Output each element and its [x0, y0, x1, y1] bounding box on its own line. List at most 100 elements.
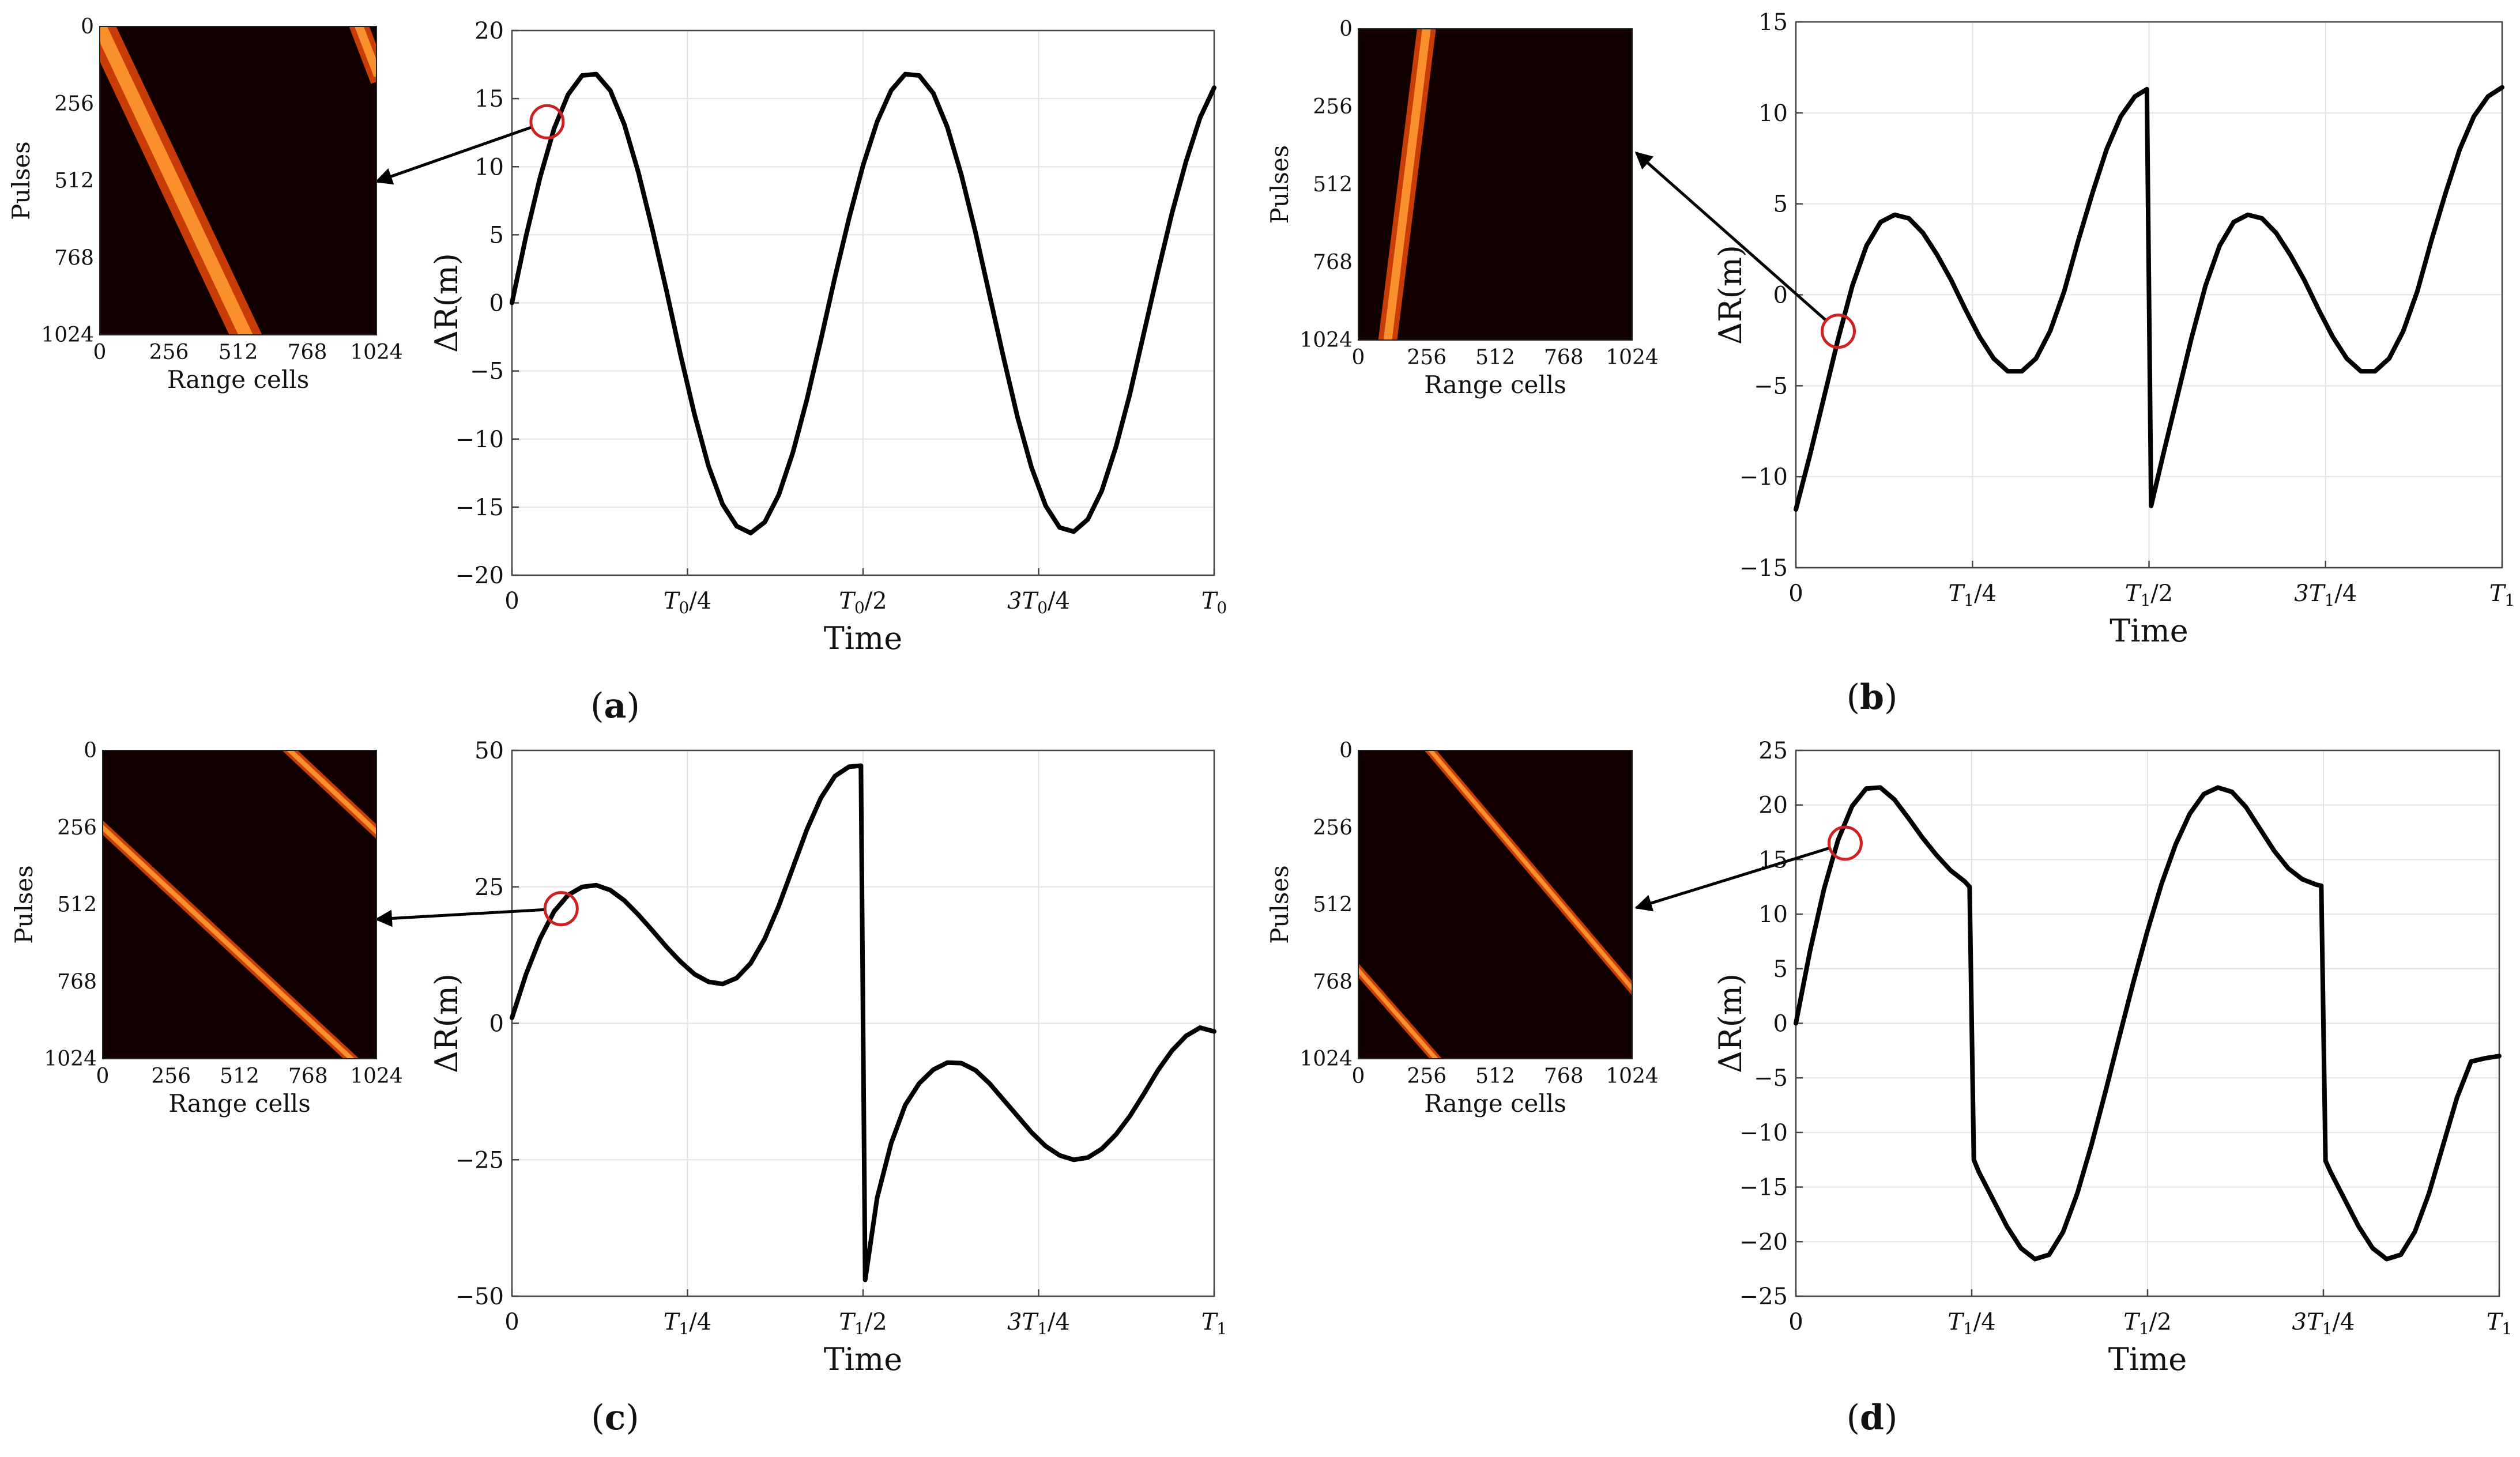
delta-r-curve [1794, 785, 2502, 1262]
panel-label: (d) [1847, 1398, 1898, 1438]
y-tick-label: 0 [1773, 282, 1788, 309]
heatmap-y-tick-label: 512 [1313, 173, 1353, 197]
x-axis-title: Time [2108, 1341, 2187, 1377]
y-tick-label: −10 [1739, 1120, 1788, 1146]
heatmap-y-tick-label: 256 [1313, 816, 1353, 840]
heatmap-y-tick-label: 0 [1339, 17, 1353, 41]
heatmap-y-tick-label: 512 [1313, 893, 1353, 917]
callout-arrow [375, 126, 532, 185]
heatmap-y-tick-label: 256 [1313, 95, 1353, 119]
x-tick-label: 3T1/4 [2292, 1309, 2355, 1338]
y-tick-label: −10 [455, 426, 504, 453]
y-tick-label: 15 [1758, 9, 1788, 36]
heatmap-inset: 0 0 256 256 512 512 768 768 1024 1024 Range cells P… [10, 739, 403, 1118]
heatmap-y-title: Pulses [1265, 865, 1294, 944]
delta-r-curve [510, 71, 1216, 535]
y-tick-label: 20 [474, 18, 504, 44]
heatmap-y-tick-label: 0 [81, 15, 94, 39]
y-tick-label: 0 [489, 290, 504, 317]
panel-label: (c) [591, 1398, 639, 1438]
heatmap-x-tick-label: 0 [1352, 346, 1365, 369]
heatmap-x-title: Range cells [168, 1089, 311, 1118]
y-tick-label: −5 [1754, 373, 1788, 399]
heatmap-y-tick-label: 512 [54, 169, 94, 193]
x-tick-label: T1 [1201, 1309, 1227, 1338]
heatmap-y-title: Pulses [10, 865, 38, 944]
x-tick-label: 0 [1788, 1309, 1803, 1335]
echo-stripe-core [100, 27, 253, 335]
echo-stripe-core [1427, 750, 1632, 991]
heatmap-x-tick-label: 0 [96, 1065, 110, 1088]
y-tick-label: −20 [455, 563, 504, 589]
y-axis-title: ΔR(m) [1712, 973, 1749, 1073]
highlight-marker [529, 104, 565, 139]
y-tick-label: 50 [474, 738, 504, 764]
y-tick-label: 5 [489, 222, 504, 248]
x-tick-label: T1/4 [1948, 1309, 1995, 1338]
heatmap-x-tick-label: 768 [288, 1065, 328, 1088]
highlight-marker [1821, 314, 1856, 349]
x-tick-label: 0 [1788, 580, 1803, 607]
heatmap-x-tick-label: 512 [1475, 1065, 1515, 1088]
echo-stripe-core [1358, 967, 1439, 1059]
x-tick-label: T0 [1201, 588, 1227, 617]
heatmap-y-tick-label: 1024 [41, 323, 94, 347]
heatmap-x-tick-label: 768 [1544, 346, 1584, 369]
panel-a: −20 −15 −10 −5 0 5 10 15 20 0 T0/4 T0/2 3T0/4 T0 Time Δ… [7, 15, 1227, 726]
heatmap-inset: 0 0 256 256 512 512 768 768 1024 1024 Range cells P… [7, 15, 403, 394]
x-tick-label: T1 [2489, 580, 2515, 610]
heatmap-x-tick-label: 1024 [1606, 346, 1659, 369]
y-tick-label: −25 [1739, 1284, 1788, 1310]
y-axis-title: ΔR(m) [1712, 245, 1749, 345]
heatmap-inset: 0 0 256 256 512 512 768 768 1024 1024 Range cells P… [1265, 17, 1659, 399]
heatmap-y-tick-label: 1024 [1299, 329, 1353, 352]
heatmap-x-tick-label: 256 [151, 1065, 191, 1088]
heatmap-background [1358, 750, 1632, 1059]
echo-stripe-core [1383, 29, 1431, 340]
x-tick-label: 3T1/4 [1007, 1309, 1070, 1338]
x-tick-label: 0 [504, 588, 519, 614]
x-tick-label: 0 [504, 1309, 519, 1335]
heatmap-x-tick-label: 768 [1544, 1065, 1584, 1088]
heatmap-y-tick-label: 512 [57, 893, 97, 917]
y-tick-label: 10 [474, 154, 504, 180]
heatmap-y-tick-label: 768 [54, 246, 94, 270]
x-tick-label: T1/2 [2125, 580, 2173, 610]
x-tick-label: T1 [2487, 1309, 2513, 1338]
heatmap-x-tick-label: 512 [220, 1065, 259, 1088]
heatmap-y-tick-label: 768 [1313, 970, 1353, 994]
heatmap-frame [1358, 28, 1633, 341]
y-tick-label: 10 [1758, 901, 1788, 928]
callout-arrow [375, 908, 544, 927]
heatmap-x-tick-label: 256 [1407, 346, 1447, 369]
heatmap-x-tick-label: 0 [93, 341, 107, 364]
panel-b: −15 −10 −5 0 5 10 15 0 T1/4 T1/2 3T1/4 T1 Time ΔR(m) 0… [1265, 9, 2515, 718]
y-tick-label: −15 [1739, 555, 1788, 582]
echo-stripe-core [103, 824, 355, 1059]
y-tick-label: 25 [1758, 738, 1788, 764]
y-axis-title: ΔR(m) [428, 253, 465, 353]
heatmap-x-tick-label: 256 [1407, 1065, 1447, 1088]
y-tick-label: 25 [474, 874, 504, 901]
echo-stripe-core [355, 27, 376, 77]
heatmap-x-tick-label: 512 [219, 341, 258, 364]
heatmap-inset: 0 0 256 256 512 512 768 768 1024 1024 Range cells P… [1265, 739, 1659, 1118]
callout-arrow [1634, 847, 1829, 912]
y-tick-label: 15 [474, 86, 504, 112]
x-tick-label: T0/2 [839, 588, 887, 617]
heatmap-x-tick-label: 1024 [1606, 1065, 1659, 1088]
x-tick-label: 3T0/4 [1007, 588, 1070, 617]
heatmap-y-title: Pulses [7, 141, 35, 220]
heatmap-x-tick-label: 0 [1352, 1065, 1365, 1088]
heatmap-x-title: Range cells [1424, 371, 1566, 399]
highlight-marker [543, 891, 579, 927]
x-tick-label: T1/2 [2123, 1309, 2171, 1338]
y-tick-label: −15 [1739, 1175, 1788, 1201]
heatmap-x-tick-label: 512 [1475, 346, 1515, 369]
x-axis-title: Time [824, 1341, 902, 1377]
heatmap-frame [1358, 750, 1633, 1059]
x-tick-label: 3T1/4 [2294, 580, 2357, 610]
heatmap-x-tick-label: 1024 [350, 1065, 403, 1088]
y-tick-label: −15 [455, 495, 504, 521]
